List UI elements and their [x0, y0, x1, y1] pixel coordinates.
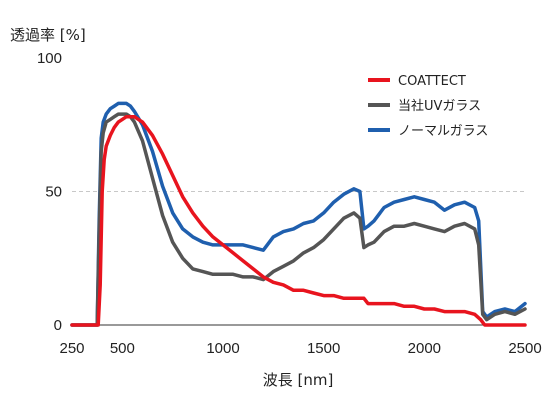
x-tick-label: 2000 — [408, 340, 441, 357]
series-lines — [70, 101, 527, 327]
y-tick-label: 100 — [37, 50, 62, 67]
tick-labels: 250 500 1000 1500 2000 2500 0 50 100 — [37, 50, 542, 357]
y-axis-title: 透過率 [%] — [10, 26, 86, 44]
x-tick-label: 500 — [110, 340, 135, 357]
x-tick-label: 250 — [59, 340, 84, 357]
y-tick-label: 0 — [54, 317, 62, 334]
legend-label: COATTECT — [398, 74, 466, 89]
x-tick-label: 1500 — [307, 340, 340, 357]
series-line-0 — [70, 114, 527, 327]
x-tick-label: 1000 — [206, 340, 239, 357]
x-axis-title: 波長 [nm] — [263, 371, 334, 389]
series-line-1 — [70, 112, 527, 327]
x-tick-label: 2500 — [508, 340, 541, 357]
legend-label: ノーマルガラス — [398, 124, 488, 139]
y-tick-label: 50 — [45, 184, 62, 201]
legend-label: 当社UVガラス — [398, 98, 481, 114]
series-line-2 — [70, 101, 527, 327]
